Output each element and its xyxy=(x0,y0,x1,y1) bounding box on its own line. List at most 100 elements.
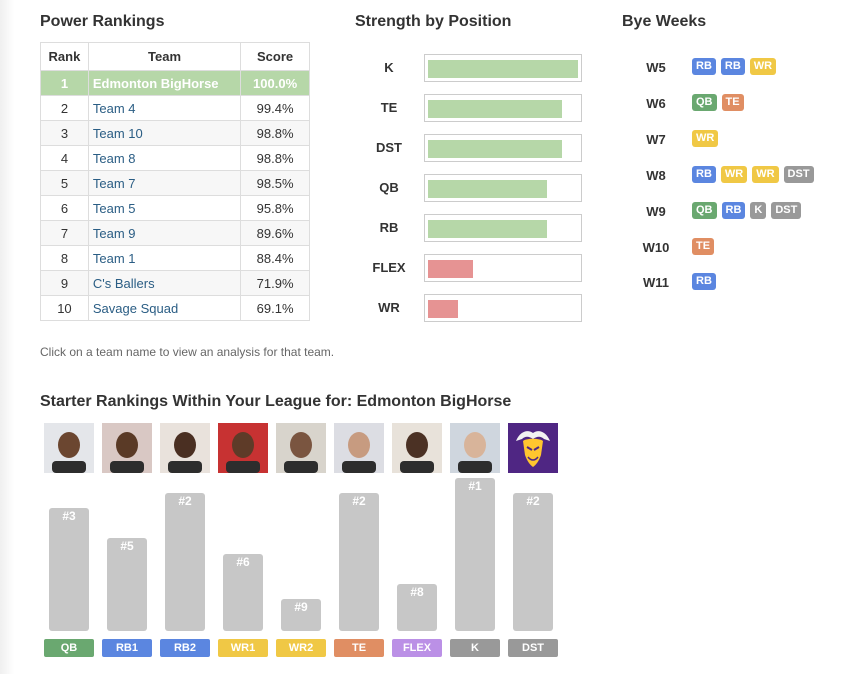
position-badge: RB xyxy=(720,58,745,75)
strength-position-label: FLEX xyxy=(372,260,406,275)
player-photo xyxy=(102,423,152,473)
starter-rank-bar xyxy=(513,493,553,631)
strength-bar-track xyxy=(424,54,582,82)
starter-rank-label: #6 xyxy=(236,555,250,569)
table-header-row: Rank Team Score xyxy=(40,42,310,71)
position-badge: DST xyxy=(771,202,802,219)
strength-position-label: QB xyxy=(379,180,399,195)
position-badge: TE xyxy=(692,238,715,255)
power-rankings-title: Power Rankings xyxy=(40,13,165,30)
starter-rank-label: #5 xyxy=(120,539,134,553)
position-badge: DST xyxy=(783,166,814,183)
score-cell: 69.1% xyxy=(240,295,310,321)
starter-rank-bar xyxy=(107,538,147,631)
starter-rank-label: #2 xyxy=(352,494,366,508)
starter-rank-label: #3 xyxy=(62,509,76,523)
team-name-link[interactable]: Team 8 xyxy=(87,145,242,171)
strength-bar-track xyxy=(424,294,582,322)
team-name-link[interactable]: Team 5 xyxy=(87,195,242,221)
table-row: 1 Edmonton BigHorse 100.0% xyxy=(40,70,310,96)
starter-slot-badge: WR1 xyxy=(218,639,268,657)
rank-cell: 6 xyxy=(40,195,89,221)
bye-week-label: W9 xyxy=(646,204,666,219)
position-badge: RB xyxy=(721,202,746,219)
team-name-link[interactable]: Team 10 xyxy=(87,120,242,146)
starter-rank-bar xyxy=(339,493,379,631)
team-name-link[interactable]: Edmonton BigHorse xyxy=(87,70,242,96)
table-row: 8 Team 1 88.4% xyxy=(40,245,310,271)
rank-cell: 7 xyxy=(40,220,89,246)
rank-cell: 3 xyxy=(40,120,89,146)
team-name-link[interactable]: Team 9 xyxy=(87,220,242,246)
bye-week-positions: RB xyxy=(692,273,721,290)
score-cell: 95.8% xyxy=(240,195,310,221)
strength-position-label: K xyxy=(384,60,394,75)
bye-week-label: W5 xyxy=(646,60,666,75)
position-badge: WR xyxy=(752,166,779,183)
starter-slot-badge: K xyxy=(450,639,500,657)
position-badge: QB xyxy=(692,202,717,219)
table-row: 2 Team 4 99.4% xyxy=(40,95,310,121)
score-cell: 88.4% xyxy=(240,245,310,271)
starter-slot-badge: QB xyxy=(44,639,94,657)
team-name-link[interactable]: Team 7 xyxy=(87,170,242,196)
player-photo xyxy=(450,423,500,473)
strength-bar-fill xyxy=(428,300,458,318)
team-name-link[interactable]: C's Ballers xyxy=(87,270,242,296)
rank-cell: 2 xyxy=(40,95,89,121)
score-cell: 98.8% xyxy=(240,145,310,171)
table-row: 6 Team 5 95.8% xyxy=(40,195,310,221)
player-photo xyxy=(160,423,210,473)
position-badge: WR xyxy=(692,130,719,147)
starter-slot-badge: RB1 xyxy=(102,639,152,657)
starter-rankings-title: Starter Rankings Within Your League for:… xyxy=(40,393,512,410)
starter-slot-badge: FLEX xyxy=(392,639,442,657)
starter-slot-badge: RB2 xyxy=(160,639,210,657)
starter-rank-bar xyxy=(165,493,205,631)
position-badge: RB xyxy=(692,273,716,290)
team-name-link[interactable]: Team 1 xyxy=(87,245,242,271)
strength-bar-track xyxy=(424,254,582,282)
starter-rank-bar xyxy=(49,508,89,631)
score-cell: 100.0% xyxy=(240,70,310,96)
bye-week-positions: RB WR WR DST xyxy=(692,166,819,183)
position-badge: QB xyxy=(692,94,717,111)
position-badge: TE xyxy=(721,94,744,111)
strength-bar-fill xyxy=(428,60,578,78)
starter-slot-badge: TE xyxy=(334,639,384,657)
strength-position-label: RB xyxy=(379,220,399,235)
starter-slot-badge: WR2 xyxy=(276,639,326,657)
position-badge: RB xyxy=(692,58,716,75)
bye-week-label: W7 xyxy=(646,132,666,147)
team-name-link[interactable]: Savage Squad xyxy=(87,295,242,321)
bye-week-positions: QB TE xyxy=(692,94,749,111)
rank-cell: 5 xyxy=(40,170,89,196)
table-row: 3 Team 10 98.8% xyxy=(40,120,310,146)
starter-rank-label: #2 xyxy=(178,494,192,508)
team-name-link[interactable]: Team 4 xyxy=(87,95,242,121)
bye-week-label: W10 xyxy=(642,240,670,255)
position-badge: K xyxy=(750,202,767,219)
player-photo xyxy=(44,423,94,473)
strength-position-label: TE xyxy=(380,100,398,115)
page-left-gutter xyxy=(0,0,14,674)
table-row: 9 C's Ballers 71.9% xyxy=(40,270,310,296)
starter-slot-badge: DST xyxy=(508,639,558,657)
table-row: 5 Team 7 98.5% xyxy=(40,170,310,196)
bye-week-positions: WR xyxy=(692,130,723,147)
player-photo xyxy=(276,423,326,473)
bye-week-label: W11 xyxy=(642,275,669,290)
bye-week-positions: QB RB K DST xyxy=(692,202,806,219)
bye-weeks-title: Bye Weeks xyxy=(622,13,707,30)
starter-rank-bar xyxy=(281,599,321,631)
starter-rank-label: #2 xyxy=(526,494,540,508)
score-cell: 98.5% xyxy=(240,170,310,196)
strength-bar-fill xyxy=(428,100,562,118)
rank-header: Rank xyxy=(40,42,89,71)
score-cell: 89.6% xyxy=(240,220,310,246)
table-row: 4 Team 8 98.8% xyxy=(40,145,310,171)
strength-bar-track xyxy=(424,214,582,242)
table-row: 7 Team 9 89.6% xyxy=(40,220,310,246)
table-row: 10 Savage Squad 69.1% xyxy=(40,295,310,321)
strength-bar-fill xyxy=(428,140,562,158)
